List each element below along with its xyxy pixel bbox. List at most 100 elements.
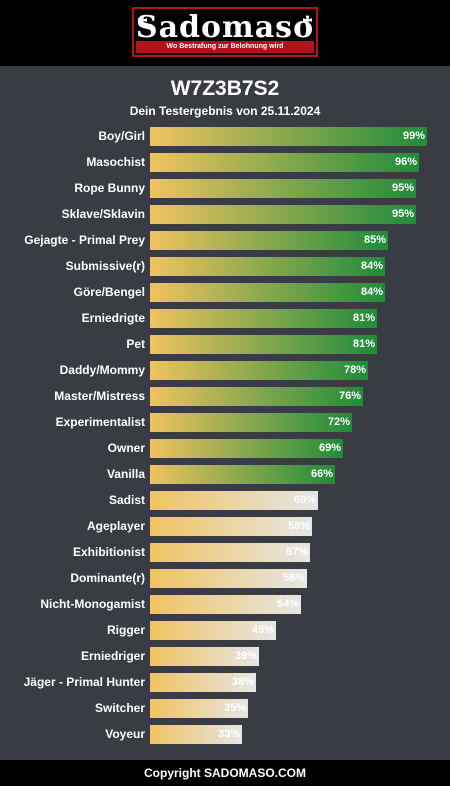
bar-category-label: Jäger - Primal Hunter [23,675,145,689]
bar: 78% [150,361,368,380]
bar-row: Gejagte - Primal Prey 85% [0,231,450,250]
bar-row: Daddy/Mommy 78% [0,361,450,380]
bar-row: Dominante(r) 56% [0,569,450,588]
bar-value-label: 84% [360,260,383,272]
logo-text: Sadomaso [135,10,315,45]
footer-copyright: Copyright SADOMASO.COM [0,760,450,786]
bar-row: Erniedrigte 81% [0,309,450,328]
bar: 96% [150,153,419,172]
bar-row: Nicht-Monogamist 54% [0,595,450,614]
bar-value-label: 69% [318,442,341,454]
bar: 69% [150,439,343,458]
bar-value-label: 38% [231,676,254,688]
bar-row: Pet 81% [0,335,450,354]
site-logo[interactable]: Sadomaso Wo Bestrafung zur Belohnung wir… [132,7,318,57]
bar-chart: Boy/Girl 99% Masochist 96% Rope Bunny 95% Skla… [0,66,450,760]
bar-category-label: Sadist [108,493,145,507]
bar-row: Owner 69% [0,439,450,458]
bar-category-label: Voyeur [105,727,145,741]
bar: 58% [150,517,312,536]
bar-category-label: Vanilla [106,467,145,481]
bar-category-label: Rigger [106,623,145,637]
bar-category-label: Rope Bunny [74,181,145,195]
bar-row: Master/Mistress 76% [0,387,450,406]
bar-value-label: 54% [276,598,299,610]
bar-row: Experimentalist 72% [0,413,450,432]
bar: 45% [150,621,276,640]
bar-value-label: 39% [234,650,257,662]
bar: 33% [150,725,242,744]
bar-category-label: Göre/Bengel [73,285,145,299]
bar-category-label: Sklave/Sklavin [61,207,145,221]
bar-value-label: 95% [391,208,414,220]
bar-row: Rigger 45% [0,621,450,640]
bar-row: Masochist 96% [0,153,450,172]
bar-category-label: Erniedrigte [81,311,145,325]
bar-value-label: 33% [217,728,240,740]
bar-value-label: 56% [282,572,305,584]
bar: 81% [150,309,377,328]
bar: 95% [150,205,416,224]
bar-category-label: Pet [126,337,145,351]
bar-value-label: 96% [394,156,417,168]
bar: 60% [150,491,318,510]
bar-category-label: Daddy/Mommy [59,363,145,377]
bar-row: Switcher 35% [0,699,450,718]
bar-value-label: 84% [360,286,383,298]
logo-tagline: Wo Bestrafung zur Belohnung wird [136,41,314,53]
bar-category-label: Masochist [86,155,145,169]
iron-cross-icon [303,15,312,27]
bar-row: Göre/Bengel 84% [0,283,450,302]
bar: 85% [150,231,388,250]
iron-cross-icon [138,15,147,27]
bar-category-label: Nicht-Monogamist [40,597,145,611]
result-subtitle: Dein Testergebnis von 25.11.2024 [129,104,321,118]
bar-value-label: 57% [285,546,308,558]
bar-row: Rope Bunny 95% [0,179,450,198]
bar-value-label: 81% [352,312,375,324]
bar-value-label: 45% [251,624,274,636]
bar: 84% [150,283,385,302]
bar-value-label: 66% [310,468,333,480]
bar: 76% [150,387,363,406]
bar-row: Erniedriger 39% [0,647,450,666]
result-title: W7Z3B7S2 [170,77,280,100]
bar-row: Boy/Girl 99% [0,127,450,146]
bar: 84% [150,257,385,276]
bar-row: Voyeur 33% [0,725,450,744]
bar-value-label: 78% [343,364,366,376]
bar: 57% [150,543,310,562]
bar-category-label: Experimentalist [55,415,145,429]
bar-row: Vanilla 66% [0,465,450,484]
bar-category-label: Switcher [94,701,145,715]
bar-value-label: 58% [287,520,310,532]
bar-value-label: 95% [391,182,414,194]
bar-category-label: Ageplayer [86,519,145,533]
results-panel: W7Z3B7S2 Dein Testergebnis von 25.11.202… [0,66,450,760]
bar: 72% [150,413,352,432]
bar-value-label: 81% [352,338,375,350]
bar: 56% [150,569,307,588]
header: Sadomaso Wo Bestrafung zur Belohnung wir… [0,0,450,66]
bar-row: Ageplayer 58% [0,517,450,536]
bar-row: Sadist 60% [0,491,450,510]
bar-category-label: Gejagte - Primal Prey [24,233,145,247]
bar: 38% [150,673,256,692]
bar-value-label: 60% [293,494,316,506]
bar: 54% [150,595,301,614]
bar-category-label: Master/Mistress [54,389,145,403]
bar: 35% [150,699,248,718]
bar-value-label: 35% [223,702,246,714]
bar-value-label: 99% [402,130,425,142]
bar: 39% [150,647,259,666]
bar: 99% [150,127,427,146]
bar-row: Sklave/Sklavin 95% [0,205,450,224]
bar-category-label: Submissive(r) [65,259,145,273]
bar: 66% [150,465,335,484]
bar-row: Submissive(r) 84% [0,257,450,276]
bar-value-label: 76% [338,390,361,402]
bar-category-label: Erniedriger [80,649,145,663]
bar-category-label: Owner [107,441,145,455]
bar-value-label: 72% [327,416,350,428]
bar-row: Exhibitionist 57% [0,543,450,562]
